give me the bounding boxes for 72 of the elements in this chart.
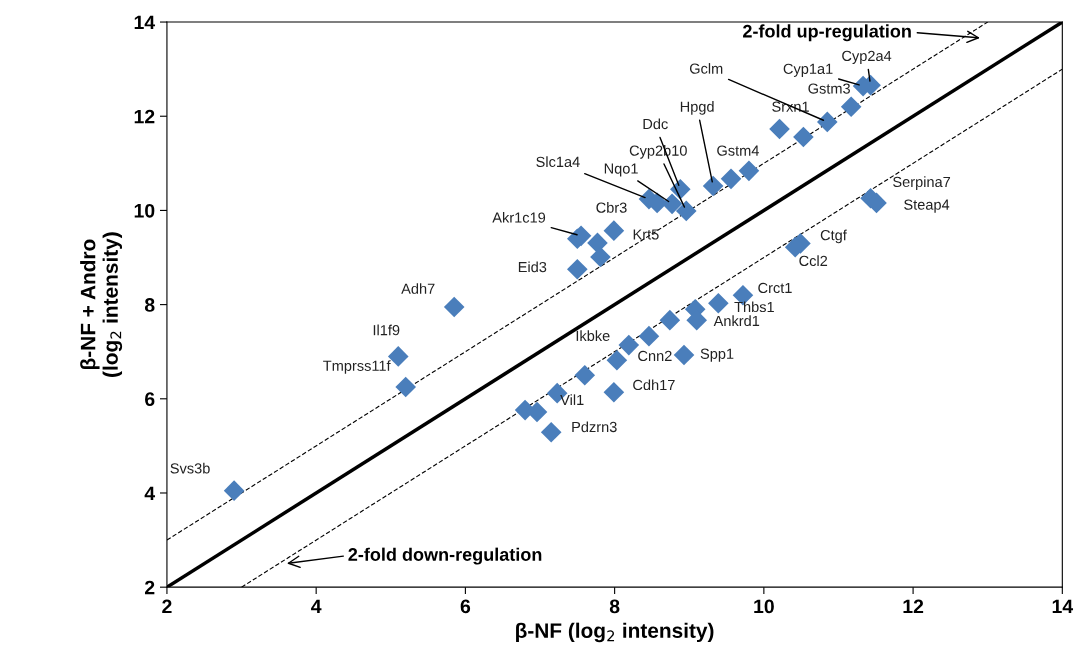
- x-tick-label: 4: [311, 599, 322, 614]
- point: [659, 309, 681, 331]
- point: [675, 200, 697, 222]
- y-tick-label: 10: [134, 203, 155, 218]
- point: [738, 160, 760, 182]
- point: [638, 325, 660, 347]
- annotation: 2-fold up-regulation: [743, 24, 911, 42]
- annotation: Ikbke: [576, 330, 610, 342]
- annotation: Pdzrn3: [572, 421, 617, 433]
- annotation: Akr1c19: [492, 212, 546, 223]
- annotation: Cdh17: [633, 379, 675, 391]
- x-tick-label: 8: [609, 599, 620, 614]
- point: [708, 292, 729, 314]
- annotation: 2-fold down-regulation: [348, 547, 542, 565]
- annotation: Steap4: [904, 199, 950, 213]
- annotation: Il1f9: [373, 324, 400, 336]
- point: [223, 480, 245, 501]
- annotation: Svs3b: [170, 462, 210, 474]
- annotation: Ddc: [643, 118, 668, 130]
- annotation: Eid3: [518, 261, 547, 273]
- annotation: Tmprss11f: [323, 360, 391, 374]
- point: [443, 296, 465, 318]
- annotation: Nqo1: [604, 163, 638, 177]
- point: [816, 111, 838, 133]
- x-tick-label: 2: [162, 599, 172, 614]
- point: [590, 246, 611, 268]
- annotation: Thbs1: [734, 301, 774, 313]
- x-axis-title: β-NF (log$_{2}$ intensity): [516, 622, 714, 643]
- annotation: Ccl2: [799, 255, 828, 267]
- annotation: Slc1a4: [536, 156, 580, 168]
- y-axis-title: β-NF + Andro (log$_{2}$ intensity): [80, 232, 123, 377]
- annotation: Hpgd: [680, 101, 714, 115]
- point: [661, 193, 683, 215]
- point: [673, 344, 695, 366]
- y-tick-label: 14: [134, 15, 156, 30]
- point: [540, 421, 562, 443]
- annotation: Serpina7: [893, 176, 951, 190]
- point: [603, 220, 625, 241]
- point: [840, 96, 862, 118]
- point: [769, 118, 790, 140]
- annotation: Cbr3: [596, 202, 627, 213]
- annotation: Vil1: [560, 394, 584, 405]
- y-tick-label: 4: [144, 486, 156, 501]
- x-tick-label: 14: [1052, 599, 1074, 614]
- y-tick-label: 12: [134, 109, 155, 124]
- annotation: Cyp1a1: [783, 63, 833, 77]
- point: [720, 168, 742, 190]
- annotation: Ankrd1: [713, 315, 760, 327]
- point: [574, 364, 596, 386]
- annotation: Crct1: [758, 282, 792, 294]
- annotation: Cyp2a4: [842, 50, 892, 64]
- annotation: Gstm4: [717, 145, 759, 156]
- x-tick-label: 12: [903, 599, 924, 614]
- y-tick-label: 6: [145, 392, 155, 407]
- point: [603, 381, 625, 403]
- annotation: Adh7: [401, 283, 435, 294]
- x-tick-label: 6: [460, 599, 471, 614]
- annotation: Gstm3: [808, 83, 850, 94]
- point: [567, 258, 588, 280]
- annotation: Spp1: [700, 348, 734, 362]
- y-tick-label: 2: [144, 580, 155, 595]
- y-tick-label: 8: [144, 298, 155, 312]
- point: [702, 175, 724, 197]
- point: [793, 126, 814, 148]
- point: [618, 334, 640, 356]
- annotation: Ctgf: [820, 229, 847, 244]
- x-tick-label: 10: [754, 599, 774, 614]
- annotation: Gclm: [689, 63, 723, 74]
- point: [606, 349, 628, 371]
- annotation: Cnn2: [638, 350, 672, 362]
- point: [395, 376, 417, 398]
- annotation: Krt5: [633, 229, 659, 240]
